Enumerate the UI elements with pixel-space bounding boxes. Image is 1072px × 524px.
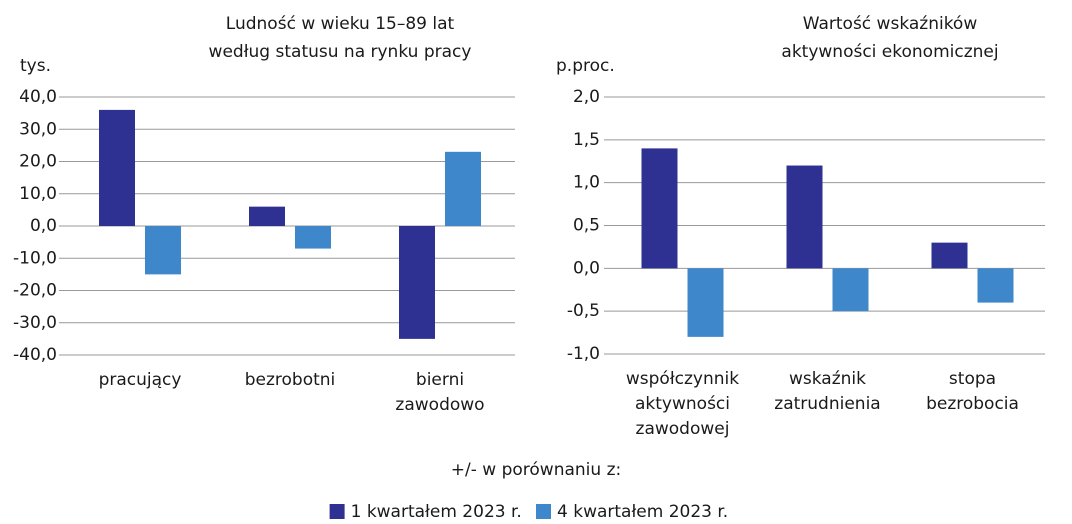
- y-tick-label: 1,5: [573, 130, 600, 150]
- chart-title: Ludność w wieku 15–89 lat: [226, 14, 455, 34]
- y-axis-label: tys.: [20, 56, 51, 76]
- bar: [99, 109, 135, 226]
- bar: [832, 268, 869, 312]
- legend-swatch: [536, 504, 551, 519]
- y-tick-label: -30,0: [13, 313, 57, 333]
- y-tick-label: -40,0: [13, 345, 57, 365]
- bar: [145, 226, 181, 275]
- x-tick-label: bierni: [416, 370, 464, 390]
- y-tick-label: 2,0: [573, 87, 600, 107]
- y-tick-label: 30,0: [19, 119, 57, 139]
- bar: [786, 165, 823, 269]
- bar: [641, 148, 678, 269]
- bar: [249, 206, 285, 226]
- x-tick-label: zawodowo: [395, 395, 484, 415]
- y-tick-label: -0,5: [567, 301, 600, 321]
- y-tick-label: -20,0: [13, 281, 57, 301]
- x-tick-label: zawodowej: [636, 419, 730, 439]
- x-tick-label: stopa: [949, 369, 996, 389]
- y-tick-label: 20,0: [19, 152, 57, 172]
- bar: [295, 226, 331, 249]
- y-tick-label: 0,0: [573, 258, 600, 278]
- y-tick-label: -1,0: [567, 344, 600, 364]
- x-tick-label: wskaźnik: [789, 369, 866, 389]
- bar: [445, 151, 481, 226]
- legend-label: 4 kwartałem 2023 r.: [557, 502, 728, 522]
- x-tick-label: bezrobocia: [926, 394, 1019, 414]
- y-tick-label: 10,0: [19, 184, 57, 204]
- x-tick-label: zatrudnienia: [774, 394, 880, 414]
- legend-title: +/- w porównaniu z:: [451, 460, 621, 480]
- chart-title: według statusu na rynku pracy: [209, 42, 472, 62]
- y-tick-label: 0,0: [30, 216, 57, 236]
- bar: [977, 268, 1014, 303]
- y-tick-label: -10,0: [13, 248, 57, 268]
- bar: [399, 226, 435, 339]
- y-tick-label: 1,0: [573, 173, 600, 193]
- legend-swatch: [329, 504, 345, 519]
- x-tick-label: bezrobotni: [245, 370, 336, 390]
- y-tick-label: 0,5: [573, 216, 600, 236]
- chart-title: aktywności ekonomicznej: [781, 42, 998, 62]
- x-tick-label: pracujący: [99, 370, 182, 390]
- chart-title: Wartość wskaźników: [803, 14, 978, 34]
- x-tick-label: współczynnik: [626, 369, 739, 389]
- y-tick-label: 40,0: [19, 87, 57, 107]
- bar: [687, 268, 724, 337]
- legend-label: 1 kwartałem 2023 r.: [351, 502, 522, 522]
- y-axis-label: p.proc.: [556, 56, 615, 76]
- bar: [931, 242, 968, 269]
- x-tick-label: aktywności: [635, 394, 730, 414]
